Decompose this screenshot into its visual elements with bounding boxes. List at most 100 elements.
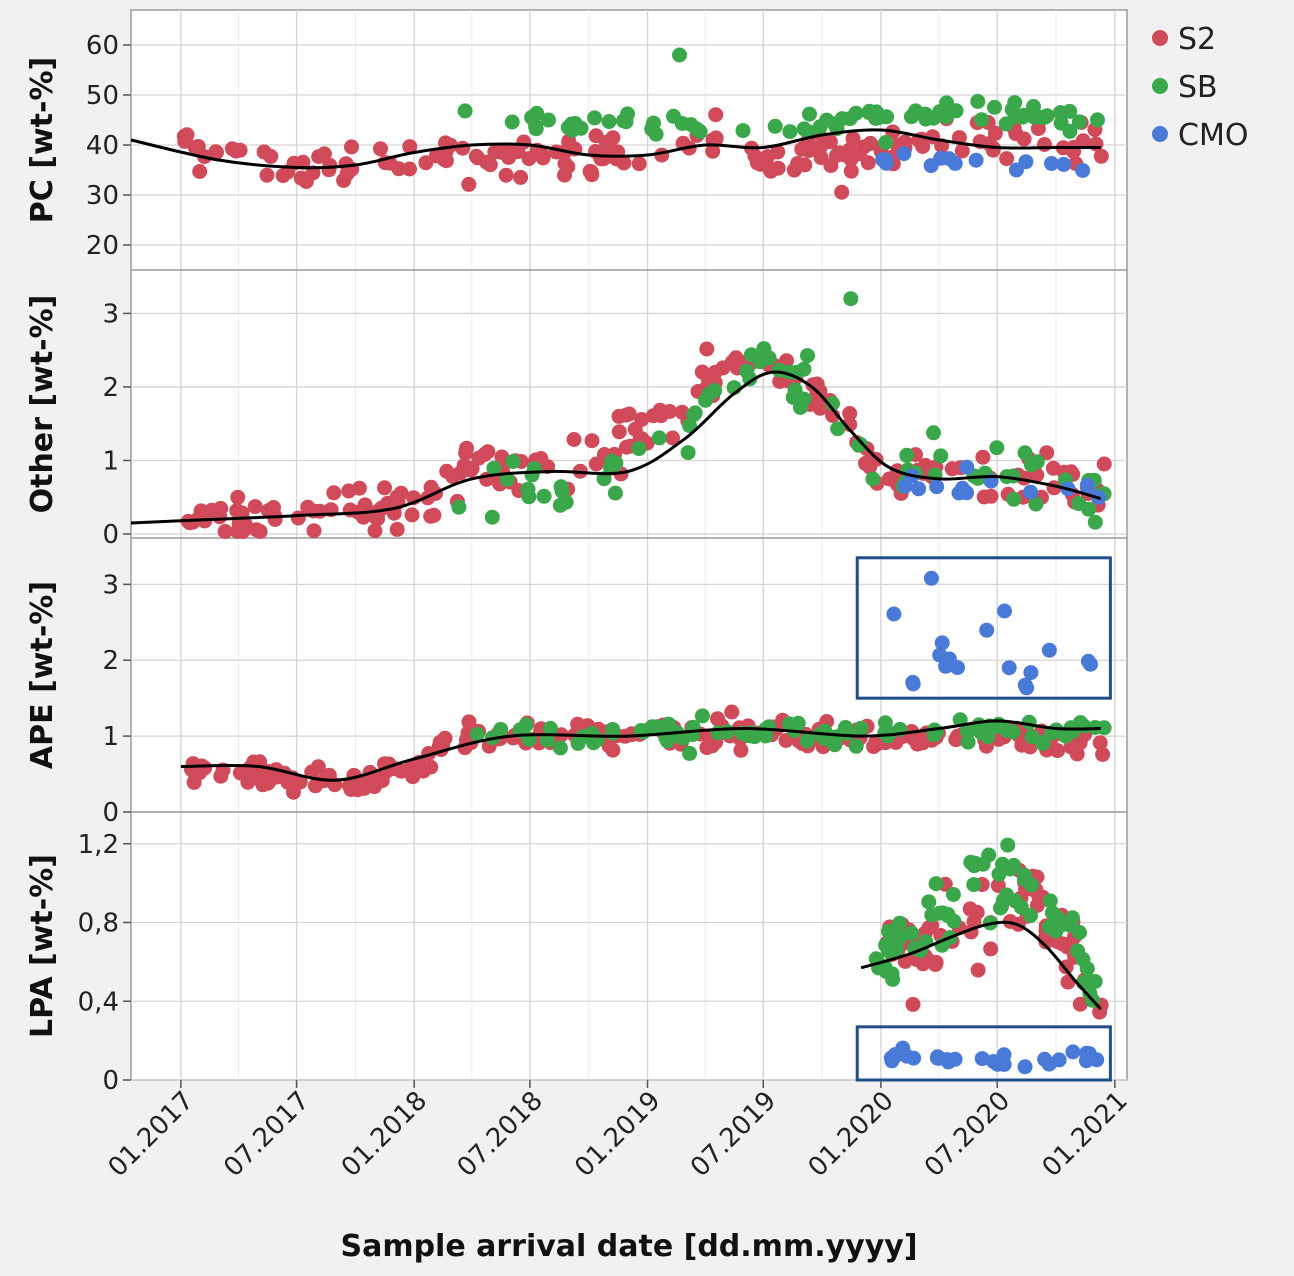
data-point-sb: [970, 93, 986, 109]
x-tick-label: 07.2020: [919, 1086, 1016, 1183]
data-point-s2: [237, 517, 253, 533]
data-point-sb: [644, 121, 660, 137]
data-point-s2: [1055, 936, 1071, 952]
data-point-sb: [631, 441, 647, 457]
data-point-s2: [619, 439, 634, 455]
data-point-sb: [1042, 893, 1058, 909]
data-point-s2: [1016, 131, 1032, 147]
x-tick-label: 07.2018: [452, 1086, 549, 1183]
data-point-cmo: [911, 481, 927, 497]
data-point-s2: [300, 499, 316, 515]
data-point-s2: [823, 158, 839, 173]
data-point-sb: [945, 887, 961, 902]
trend-line: [180, 719, 1101, 782]
data-point-s2: [1093, 148, 1109, 164]
data-point-s2: [588, 128, 604, 144]
data-point-s2: [915, 956, 931, 972]
data-point-s2: [197, 760, 213, 776]
data-point-sb: [1049, 909, 1065, 925]
data-point-sb: [1075, 951, 1091, 967]
data-point-s2: [468, 148, 484, 164]
data-point-s2: [402, 161, 417, 177]
data-point-sb: [1017, 445, 1033, 461]
data-point-s2: [1095, 746, 1111, 762]
legend-marker-sb: [1152, 78, 1168, 94]
data-point-sb: [735, 123, 751, 139]
data-point-s2: [834, 184, 850, 200]
data-point-sb: [1000, 837, 1016, 853]
data-point-sb: [469, 726, 485, 742]
data-point-cmo: [1079, 480, 1095, 496]
data-point-cmo: [1044, 156, 1059, 171]
data-point-sb: [1023, 457, 1039, 473]
data-point-s2: [983, 488, 999, 504]
data-point-cmo: [1008, 162, 1024, 178]
data-point-sb: [800, 348, 815, 364]
data-point-cmo: [934, 635, 950, 651]
data-point-sb: [567, 116, 583, 131]
y-tick-label: 0: [102, 520, 119, 550]
data-point-sb: [1006, 491, 1022, 507]
data-point-cmo: [947, 155, 963, 171]
data-point-s2: [230, 489, 246, 505]
data-point-s2: [367, 523, 383, 539]
data-point-s2: [856, 139, 872, 155]
data-point-s2: [298, 174, 314, 189]
data-point-sb: [554, 483, 570, 499]
data-point-sb: [552, 740, 568, 756]
data-point-sb: [512, 722, 528, 738]
data-point-cmo: [932, 647, 948, 663]
data-point-cmo: [974, 1051, 990, 1067]
data-point-s2: [342, 502, 358, 518]
data-point-s2: [762, 161, 778, 177]
data-point-sb: [605, 725, 621, 741]
data-point-sb: [918, 110, 933, 126]
data-point-sb: [651, 430, 667, 446]
data-point-sb: [989, 440, 1005, 456]
data-point-sb: [1028, 496, 1044, 512]
data-point-sb: [790, 715, 806, 731]
data-point-cmo: [887, 1047, 903, 1063]
highlight-boxes: [855, 556, 1112, 1082]
data-point-cmo: [1041, 642, 1057, 658]
data-point-s2: [809, 376, 825, 392]
data-point-s2: [611, 424, 627, 440]
data-point-sb: [644, 719, 660, 735]
data-point-sb: [899, 447, 915, 463]
x-tick-label: 01.2018: [336, 1086, 433, 1183]
data-point-s2: [190, 139, 206, 154]
data-point-sb: [603, 460, 619, 476]
data-point-sb: [767, 118, 783, 134]
data-point-cmo: [886, 606, 902, 622]
data-point-s2: [705, 143, 721, 159]
data-point-s2: [987, 125, 1003, 141]
data-point-sb: [586, 735, 601, 751]
data-point-sb: [796, 121, 812, 137]
data-point-sb: [848, 738, 864, 754]
data-point-sb: [682, 745, 698, 761]
data-point-s2: [344, 139, 359, 155]
data-point-sb: [904, 925, 920, 941]
data-point-s2: [461, 176, 477, 192]
data-point-sb: [959, 723, 975, 739]
data-point-s2: [949, 732, 965, 747]
data-point-sb: [830, 421, 846, 437]
data-point-cmo: [897, 478, 913, 494]
data-point-sb: [694, 708, 710, 724]
x-tick-label: 01.2021: [1037, 1086, 1134, 1183]
data-point-s2: [510, 144, 526, 160]
data-point-s2: [338, 156, 354, 172]
data-point-s2: [975, 449, 991, 465]
data-point-s2: [822, 134, 838, 150]
data-point-sb: [499, 471, 515, 487]
data-point-sb: [1014, 109, 1030, 125]
data-point-s2: [724, 704, 740, 720]
y-tick-label: 0,4: [78, 987, 119, 1017]
data-point-s2: [211, 508, 227, 524]
data-point-s2: [232, 765, 248, 781]
data-point-s2: [621, 406, 637, 422]
data-point-s2: [954, 143, 970, 159]
trend-line: [860, 920, 1102, 1011]
x-axis-label: Sample arrival date [dd.mm.yyyy]: [340, 1229, 917, 1264]
y-axis-label: LPA [wt-%]: [25, 854, 60, 1038]
